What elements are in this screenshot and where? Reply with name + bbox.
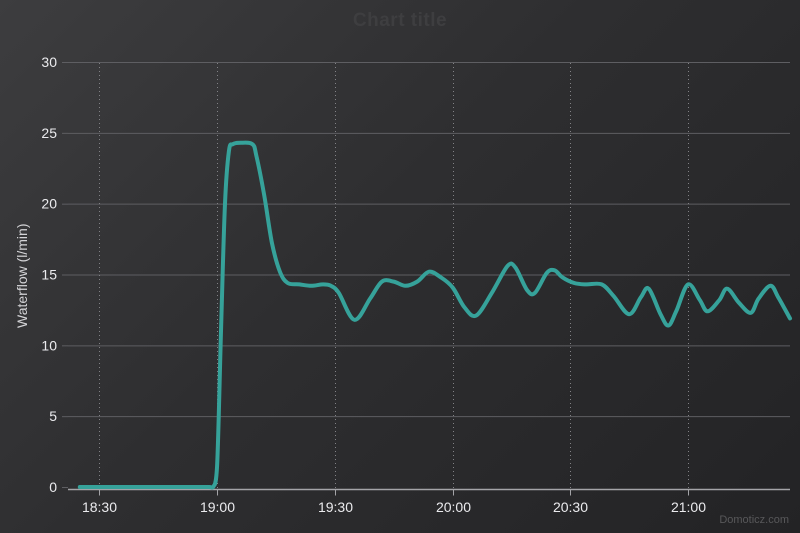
y-tick-label: 10 (41, 337, 57, 353)
x-tick-label: 19:00 (200, 499, 235, 515)
y-tick-label: 15 (41, 267, 57, 283)
x-tick-label: 18:30 (82, 499, 117, 515)
y-tick-label: 25 (41, 125, 57, 141)
y-tick-label: 20 (41, 196, 57, 212)
chart-title: Chart title (352, 10, 448, 31)
x-tick-label: 19:30 (318, 499, 353, 515)
y-tick-label: 5 (49, 408, 57, 424)
x-tick-label: 20:00 (436, 499, 471, 515)
x-tick-label: 21:00 (671, 499, 706, 515)
credit-link[interactable]: Domoticz.com (719, 514, 789, 526)
y-tick-label: 30 (41, 54, 57, 70)
waterflow-series-line[interactable] (77, 140, 792, 490)
y-tick-label: 0 (49, 479, 57, 495)
x-tick-label: 20:30 (553, 499, 588, 515)
